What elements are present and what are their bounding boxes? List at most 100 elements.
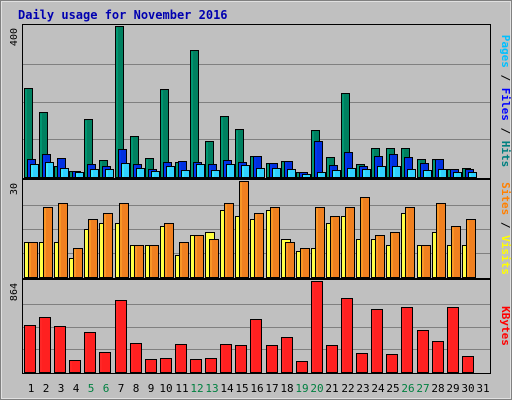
x-tick-label: 19	[295, 382, 308, 395]
bar-kbytes	[24, 325, 36, 373]
bar-pages	[151, 171, 160, 178]
bar-kbytes	[54, 326, 66, 373]
bar-sites	[134, 245, 144, 278]
bar-sites	[360, 197, 370, 278]
bar-kbytes	[160, 358, 172, 373]
bar-pages	[136, 168, 145, 178]
bar-pages	[423, 170, 432, 178]
x-tick-label: 22	[341, 382, 354, 395]
x-tick-label: 15	[235, 382, 248, 395]
bar-pages	[105, 169, 114, 178]
chart-title: Daily usage for November 2016	[18, 8, 228, 22]
bar-kbytes	[281, 337, 293, 373]
bar-pages	[438, 169, 447, 178]
bar-kbytes	[130, 343, 142, 373]
x-tick-label: 8	[133, 382, 140, 395]
bar-pages	[90, 169, 99, 178]
x-tick-label: 25	[386, 382, 399, 395]
x-tick-label: 12	[190, 382, 203, 395]
legend-entry: Hits	[499, 141, 512, 168]
x-tick-label: 5	[88, 382, 95, 395]
panel-middle: 30 Sites / Visits	[9, 179, 512, 279]
bar-pages	[407, 169, 416, 178]
bar-pages	[347, 168, 356, 178]
legend-entry: Sites	[499, 182, 512, 215]
bar-kbytes	[250, 319, 262, 373]
x-tick-label: 16	[250, 382, 263, 395]
bar-pages	[362, 169, 371, 178]
bar-kbytes	[356, 353, 368, 373]
bar-sites	[330, 216, 340, 278]
bar-sites	[375, 235, 385, 278]
bar-pages	[241, 165, 250, 178]
bar-sites	[390, 232, 400, 278]
bar-kbytes	[296, 361, 308, 373]
legend-top: Pages / Files / Hits	[499, 35, 512, 168]
bar-pages	[468, 172, 477, 178]
legend-entry: Pages	[499, 35, 512, 68]
bar-sites	[466, 219, 476, 278]
bar-kbytes	[115, 300, 127, 373]
bar-pages	[45, 162, 54, 178]
bar-kbytes	[99, 352, 111, 373]
bar-kbytes	[311, 281, 323, 373]
bar-sites	[194, 235, 204, 278]
x-tick-label: 6	[103, 382, 110, 395]
bar-pages	[181, 170, 190, 178]
x-tick-label: 29	[446, 382, 459, 395]
bar-sites	[421, 245, 431, 278]
bar-sites	[436, 203, 446, 278]
bar-pages	[226, 164, 235, 178]
bar-kbytes	[220, 344, 232, 373]
x-tick-label: 28	[431, 382, 444, 395]
bar-sites	[315, 207, 325, 278]
bar-kbytes	[432, 341, 444, 373]
bar-pages	[256, 168, 265, 178]
bar-kbytes	[205, 358, 217, 373]
chart-panels: 400 Pages / Files / Hits 30 Sites / Visits 8…	[9, 24, 512, 374]
x-tick-label: 20	[310, 382, 323, 395]
bar-pages	[377, 166, 386, 178]
bar-kbytes	[401, 307, 413, 373]
bar-kbytes	[371, 309, 383, 373]
x-tick-label: 31	[476, 382, 489, 395]
bar-sites	[254, 213, 264, 278]
bar-sites	[149, 245, 159, 278]
legend-entry: Files	[499, 88, 512, 121]
x-tick-label: 14	[220, 382, 234, 395]
y-max-label: 400	[9, 28, 20, 46]
bar-pages	[75, 172, 84, 178]
bar-pages	[121, 163, 130, 178]
bar-kbytes	[341, 298, 353, 373]
bar-kbytes	[462, 356, 474, 373]
panel-frame	[22, 24, 491, 179]
x-tick-label: 9	[148, 382, 155, 395]
bar-kbytes	[447, 307, 459, 373]
x-tick-label: 4	[73, 382, 80, 395]
legend-entry: /	[499, 121, 512, 141]
bar-sites	[119, 203, 129, 278]
x-tick-label: 26	[401, 382, 414, 395]
bar-pages	[392, 166, 401, 178]
bar-sites	[73, 248, 83, 278]
bar-pages	[211, 170, 220, 178]
x-axis-labels: 1 2 3 4 5 6 7 8 9 10 11 12 13 14 15 16 17 18 19 20 21 22 23 24 2…	[28, 382, 490, 395]
x-tick-label: 2	[43, 382, 50, 395]
x-tick-label: 11	[175, 382, 188, 395]
bar-sites	[451, 226, 461, 278]
bar-kbytes	[417, 330, 429, 373]
panel-bottom: 864 KBytes	[9, 279, 512, 374]
bar-sites	[285, 242, 295, 278]
legend-middle: Sites / Visits	[499, 182, 512, 275]
bar-sites	[224, 203, 234, 278]
y-max-label: 30	[9, 183, 20, 195]
bar-pages	[166, 166, 175, 178]
x-tick-label: 1	[28, 382, 35, 395]
x-tick-label: 23	[356, 382, 369, 395]
legend-entry: Visits	[499, 235, 512, 275]
bar-sites	[209, 239, 219, 278]
x-tick-label: 21	[325, 382, 338, 395]
bar-sites	[43, 207, 53, 278]
x-tick-label: 30	[461, 382, 474, 395]
